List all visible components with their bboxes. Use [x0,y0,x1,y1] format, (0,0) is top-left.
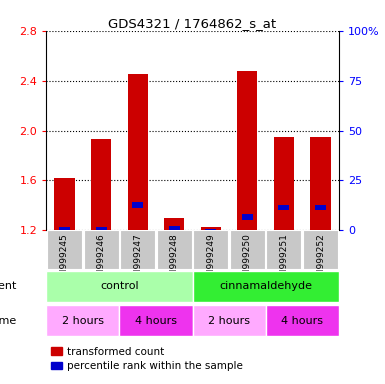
Bar [205,229,216,230]
Text: GSM999245: GSM999245 [60,233,69,288]
Bar [120,230,155,269]
Bar [230,230,265,269]
Text: GSM999247: GSM999247 [133,233,142,288]
Bar [193,230,228,269]
Bar [266,305,339,336]
Text: cinnamaldehyde: cinnamaldehyde [219,281,312,291]
Bar [46,305,119,336]
Bar [266,230,301,269]
Text: GSM999249: GSM999249 [206,233,215,288]
Bar [91,139,111,230]
Text: agent: agent [0,281,17,291]
Text: GSM999252: GSM999252 [316,233,325,288]
Bar [46,271,192,302]
Title: GDS4321 / 1764862_s_at: GDS4321 / 1764862_s_at [109,17,276,30]
Bar [315,205,326,210]
Bar [127,74,148,230]
Bar [274,137,294,230]
Bar [164,218,184,230]
Text: 2 hours: 2 hours [208,316,250,326]
Bar [237,71,258,230]
Bar [303,230,338,269]
Bar [119,305,192,336]
Text: 2 hours: 2 hours [62,316,104,326]
Text: 4 hours: 4 hours [281,316,323,326]
Bar [242,214,253,220]
Text: GSM999248: GSM999248 [170,233,179,288]
Bar [84,230,119,269]
Bar [278,205,290,210]
Bar [310,137,331,230]
Text: control: control [100,281,139,291]
Bar [192,305,266,336]
Text: 4 hours: 4 hours [135,316,177,326]
Bar [47,230,82,269]
Text: time: time [0,316,17,326]
Bar [54,178,75,230]
Legend: transformed count, percentile rank within the sample: transformed count, percentile rank withi… [52,347,243,371]
Bar [169,226,180,230]
Bar [59,227,70,230]
Text: GSM999250: GSM999250 [243,233,252,288]
Bar [157,230,192,269]
Bar [201,227,221,230]
Text: GSM999246: GSM999246 [97,233,105,288]
Bar [192,271,339,302]
Text: GSM999251: GSM999251 [280,233,288,288]
Bar [132,202,143,208]
Bar [95,227,107,230]
